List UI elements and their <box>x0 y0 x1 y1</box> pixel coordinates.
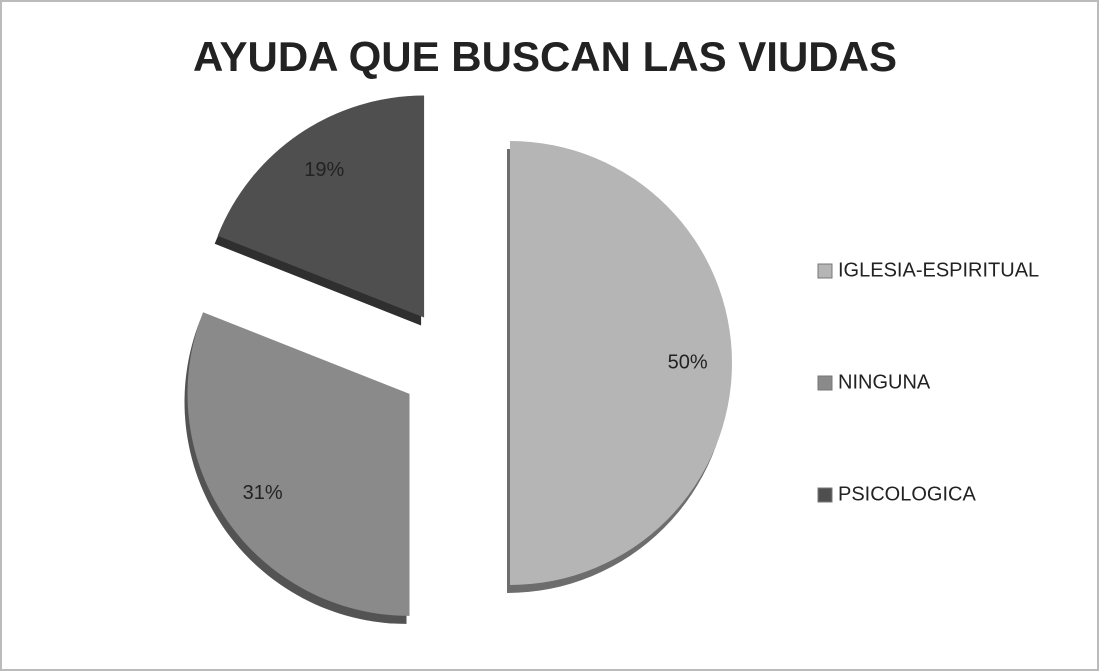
legend-label: PSICOLOGICA <box>838 483 976 505</box>
slice <box>510 141 732 585</box>
legend-label: NINGUNA <box>838 371 931 393</box>
data-label: 31% <box>243 482 283 504</box>
data-label: 50% <box>668 351 708 373</box>
chart-title: AYUDA QUE BUSCAN LAS VIUDAS <box>193 33 897 80</box>
data-label: 19% <box>304 159 344 181</box>
legend-swatch <box>817 375 833 391</box>
legend-swatch <box>817 263 833 279</box>
legend-label: IGLESIA-ESPIRITUAL <box>838 259 1039 281</box>
legend-swatch <box>817 487 833 503</box>
slice <box>187 312 410 616</box>
slice <box>217 95 425 318</box>
